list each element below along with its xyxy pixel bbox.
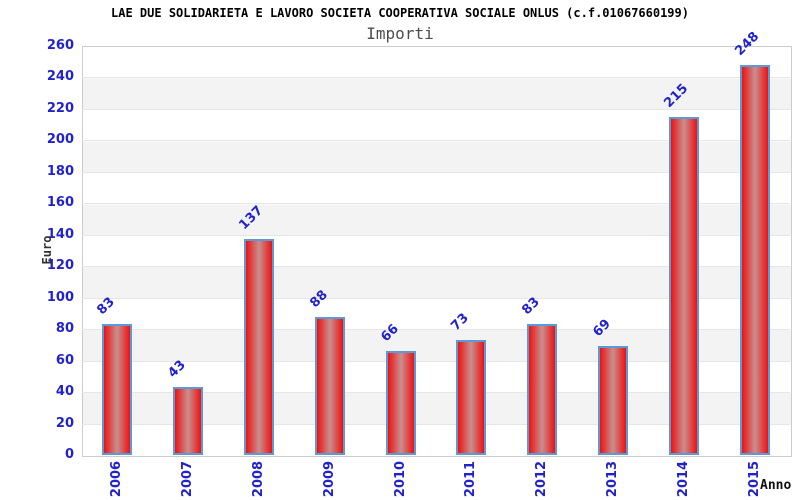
x-tick-label: 2013 — [605, 460, 620, 498]
y-tick-label: 140 — [46, 226, 74, 242]
gridline — [82, 171, 790, 173]
y-tick-label: 200 — [46, 132, 74, 148]
y-axis-title: Euro — [40, 235, 54, 265]
gridline — [82, 360, 790, 362]
bar — [173, 387, 204, 455]
x-tick-label: 2011 — [463, 460, 479, 498]
y-tick-label: 160 — [46, 195, 74, 211]
bar — [456, 340, 487, 455]
y-tick-label: 0 — [64, 447, 74, 462]
x-tick-label: 2009 — [321, 460, 337, 498]
gridline — [82, 140, 790, 142]
bar — [527, 324, 558, 455]
y-tick-label: 40 — [55, 384, 74, 400]
y-tick-label: 260 — [46, 38, 74, 53]
gridline — [82, 297, 790, 299]
gridline — [82, 423, 790, 425]
bar — [598, 346, 628, 455]
gridline — [82, 108, 790, 110]
x-tick-label: 2007 — [180, 460, 196, 498]
y-tick-label: 120 — [46, 258, 74, 274]
bar — [385, 351, 416, 455]
gridline — [82, 392, 790, 394]
y-tick-label: 80 — [55, 321, 74, 337]
chart-title: LAE DUE SOLIDARIETA E LAVORO SOCIETA COO… — [111, 6, 689, 20]
y-tick-label: 240 — [46, 69, 74, 85]
bar — [668, 116, 699, 455]
bar — [244, 239, 274, 455]
gridline — [82, 77, 790, 79]
x-tick-label: 2006 — [109, 460, 125, 498]
gridline — [82, 329, 790, 331]
bar — [739, 64, 770, 455]
gridline — [82, 234, 790, 236]
y-tick-label: 60 — [55, 352, 74, 368]
x-tick-label: 2008 — [251, 460, 266, 498]
x-tick-label: 2014 — [675, 460, 691, 498]
x-axis-title: Anno — [760, 478, 792, 493]
bar — [102, 324, 133, 455]
gridline — [82, 203, 790, 205]
y-tick-label: 20 — [55, 415, 74, 431]
y-tick-label: 220 — [46, 100, 74, 116]
gridline — [82, 266, 790, 268]
bar — [314, 316, 345, 455]
y-tick-label: 100 — [46, 289, 74, 305]
y-tick-label: 180 — [46, 163, 74, 179]
x-tick-label: 2012 — [534, 460, 550, 498]
chart-subtitle: Importi — [366, 24, 434, 43]
x-tick-label: 2010 — [392, 460, 408, 498]
